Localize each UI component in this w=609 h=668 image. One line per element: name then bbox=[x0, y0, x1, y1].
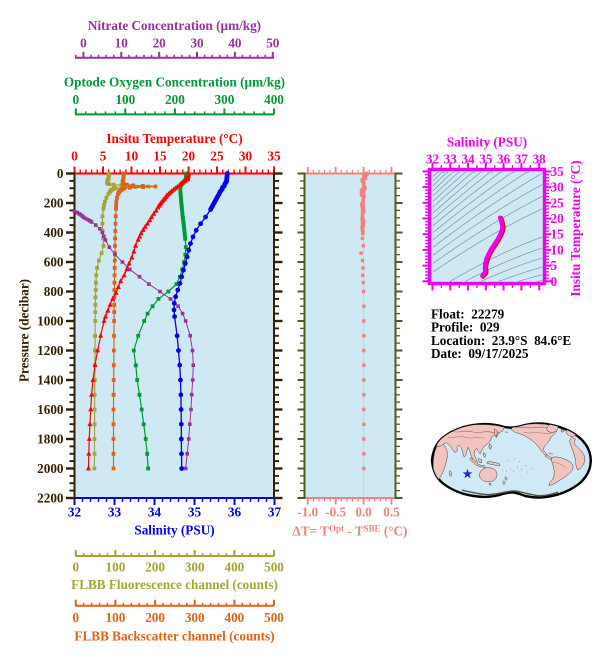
svg-text:0.5: 0.5 bbox=[383, 505, 400, 520]
svg-text:15: 15 bbox=[153, 149, 167, 164]
svg-text:Profile: 029: Profile: 029 bbox=[431, 320, 500, 335]
svg-text:40: 40 bbox=[228, 36, 242, 51]
svg-text:400: 400 bbox=[224, 560, 244, 575]
svg-text:37: 37 bbox=[515, 152, 529, 167]
svg-text:0: 0 bbox=[80, 36, 87, 51]
svg-text:2200: 2200 bbox=[37, 491, 64, 506]
svg-text:10: 10 bbox=[551, 242, 565, 257]
svg-text:20: 20 bbox=[153, 36, 167, 51]
svg-text:35: 35 bbox=[267, 149, 281, 164]
svg-text:-0.5: -0.5 bbox=[325, 505, 346, 520]
svg-text:800: 800 bbox=[44, 284, 64, 299]
svg-text:FLBB Fluorescence channel (cou: FLBB Fluorescence channel (counts) bbox=[71, 577, 278, 592]
svg-text:0.0: 0.0 bbox=[355, 505, 372, 520]
svg-text:35: 35 bbox=[551, 164, 565, 179]
svg-text:32: 32 bbox=[68, 505, 82, 520]
svg-text:Date: 09/17/2025: Date: 09/17/2025 bbox=[431, 346, 529, 361]
svg-text:34: 34 bbox=[148, 505, 162, 520]
svg-text:Insitu Temperature (°C): Insitu Temperature (°C) bbox=[568, 160, 583, 296]
svg-text:500: 500 bbox=[264, 560, 284, 575]
svg-text:34: 34 bbox=[461, 152, 475, 167]
svg-text:10: 10 bbox=[125, 149, 139, 164]
svg-text:200: 200 bbox=[145, 610, 165, 625]
svg-text:1800: 1800 bbox=[37, 432, 64, 447]
svg-text:25: 25 bbox=[210, 149, 224, 164]
svg-text:Salinity (PSU): Salinity (PSU) bbox=[134, 523, 214, 538]
svg-text:200: 200 bbox=[44, 196, 64, 211]
svg-text:-1.0: -1.0 bbox=[297, 505, 318, 520]
svg-text:Float: 22279: Float: 22279 bbox=[431, 306, 505, 321]
svg-text:200: 200 bbox=[145, 560, 165, 575]
svg-text:37: 37 bbox=[268, 505, 282, 520]
svg-text:Nitrate Concentration (µm/kg): Nitrate Concentration (µm/kg) bbox=[88, 18, 261, 33]
svg-text:200: 200 bbox=[165, 92, 185, 107]
svg-text:300: 300 bbox=[185, 560, 205, 575]
svg-text:0: 0 bbox=[73, 610, 80, 625]
svg-text:100: 100 bbox=[106, 560, 126, 575]
svg-text:300: 300 bbox=[215, 92, 235, 107]
svg-text:36: 36 bbox=[497, 152, 511, 167]
svg-text:5: 5 bbox=[100, 149, 107, 164]
svg-text:36: 36 bbox=[228, 505, 242, 520]
svg-text:0: 0 bbox=[57, 166, 64, 181]
svg-text:20: 20 bbox=[551, 211, 565, 226]
svg-text:33: 33 bbox=[108, 505, 122, 520]
svg-text:35: 35 bbox=[479, 152, 493, 167]
svg-text:10: 10 bbox=[115, 36, 129, 51]
svg-text:32: 32 bbox=[426, 152, 440, 167]
svg-text:400: 400 bbox=[264, 92, 284, 107]
svg-text:1600: 1600 bbox=[37, 402, 64, 417]
svg-text:25: 25 bbox=[551, 195, 565, 210]
svg-text:15: 15 bbox=[551, 227, 565, 242]
svg-text:0: 0 bbox=[73, 560, 80, 575]
svg-text:1000: 1000 bbox=[37, 314, 64, 329]
svg-text:100: 100 bbox=[115, 92, 135, 107]
svg-text:1400: 1400 bbox=[37, 373, 64, 388]
svg-text:30: 30 bbox=[551, 180, 565, 195]
svg-text:5: 5 bbox=[551, 258, 558, 273]
svg-text:FLBB Backscatter channel (coun: FLBB Backscatter channel (counts) bbox=[74, 629, 274, 644]
svg-text:2000: 2000 bbox=[37, 461, 64, 476]
svg-text:500: 500 bbox=[264, 610, 284, 625]
svg-text:35: 35 bbox=[188, 505, 202, 520]
svg-text:100: 100 bbox=[106, 610, 126, 625]
svg-text:20: 20 bbox=[182, 149, 196, 164]
svg-text:30: 30 bbox=[190, 36, 204, 51]
svg-text:300: 300 bbox=[185, 610, 205, 625]
svg-text:50: 50 bbox=[266, 36, 280, 51]
svg-text:33: 33 bbox=[444, 152, 458, 167]
svg-text:0: 0 bbox=[73, 92, 80, 107]
svg-text:ΔT= TOpt - TSBE (°C): ΔT= TOpt - TSBE (°C) bbox=[293, 524, 408, 539]
svg-text:400: 400 bbox=[44, 225, 64, 240]
svg-text:38: 38 bbox=[533, 152, 547, 167]
svg-text:30: 30 bbox=[239, 149, 253, 164]
svg-text:Pressure (decibar): Pressure (decibar) bbox=[17, 279, 32, 382]
svg-text:0: 0 bbox=[551, 274, 558, 289]
svg-text:Salinity (PSU): Salinity (PSU) bbox=[447, 135, 527, 150]
svg-text:Insitu Temperature (°C): Insitu Temperature (°C) bbox=[106, 131, 242, 146]
svg-text:600: 600 bbox=[44, 255, 64, 270]
svg-text:400: 400 bbox=[224, 610, 244, 625]
svg-text:1200: 1200 bbox=[37, 343, 64, 358]
svg-text:Optode Oxygen Concentration (µ: Optode Oxygen Concentration (µm/kg) bbox=[64, 75, 285, 90]
svg-text:0: 0 bbox=[71, 149, 78, 164]
svg-text:Location: 23.9°S 84.6°E: Location: 23.9°S 84.6°E bbox=[431, 333, 571, 348]
